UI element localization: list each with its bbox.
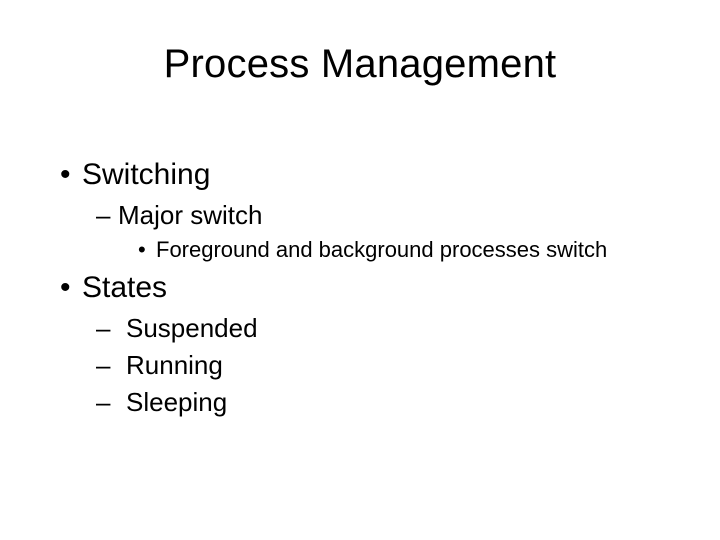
item-text: Foreground and background processes swit… bbox=[156, 237, 607, 262]
list-item: States bbox=[60, 271, 660, 305]
slide-title: Process Management bbox=[0, 42, 720, 87]
item-text: Running bbox=[126, 350, 223, 380]
item-text: Switching bbox=[82, 158, 210, 191]
list-item: Sleeping bbox=[96, 387, 660, 418]
list-item: Running bbox=[96, 350, 660, 381]
list-item: Major switch bbox=[96, 200, 660, 231]
item-text: Sleeping bbox=[126, 387, 227, 417]
list-item: Foreground and background processes swit… bbox=[138, 237, 660, 263]
item-text: Major switch bbox=[118, 200, 262, 230]
item-text: States bbox=[82, 271, 167, 304]
list-item: Suspended bbox=[96, 313, 660, 344]
list-item: Switching bbox=[60, 158, 660, 192]
item-text: Suspended bbox=[126, 313, 258, 343]
slide: Process Management Switching Major switc… bbox=[0, 0, 720, 540]
slide-body: Switching Major switch Foreground and ba… bbox=[60, 150, 660, 424]
